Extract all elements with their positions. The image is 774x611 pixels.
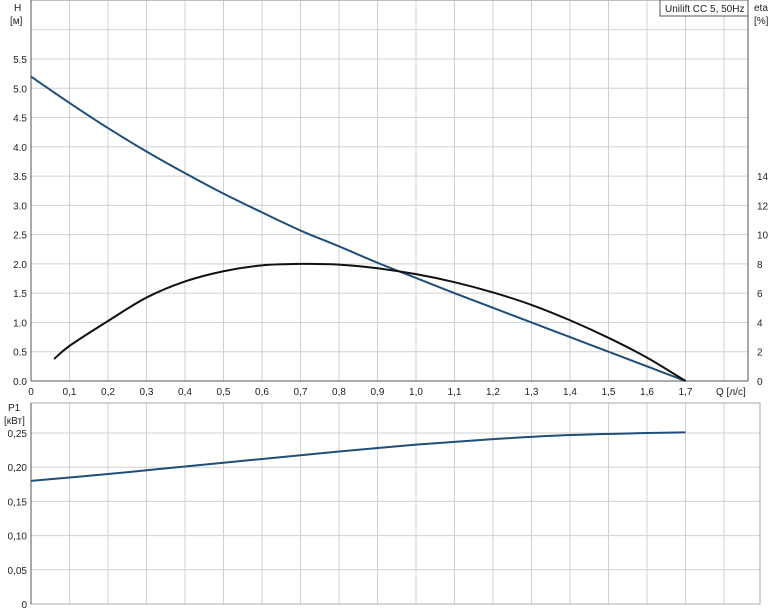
h-tick-label: 4.5 xyxy=(13,114,27,125)
h-tick-label: 4.0 xyxy=(13,143,27,154)
p1-power-curve xyxy=(30,431,686,482)
h-tick-label: 2.0 xyxy=(13,260,27,271)
x-tick-label: 0,1 xyxy=(63,387,77,398)
x-tick-label: 1,7 xyxy=(679,387,693,398)
x-tick-label: 1,5 xyxy=(602,387,616,398)
h-tick-label: 5.5 xyxy=(13,55,27,66)
x-tick-label: 1,3 xyxy=(525,387,539,398)
head-curve xyxy=(30,75,686,382)
x-tick-label: 0,5 xyxy=(217,387,231,398)
p1-axis-label: P1 xyxy=(8,403,21,414)
p1-tick-label: 0 xyxy=(21,600,27,611)
x-tick-label: 1,6 xyxy=(640,387,654,398)
x-tick-label: 0,6 xyxy=(255,387,269,398)
eta-tick-label: 8 xyxy=(757,260,763,271)
eta-tick-label: 4 xyxy=(757,318,763,329)
title-box xyxy=(659,0,749,17)
x-tick-label: 0,9 xyxy=(371,387,385,398)
eta-tick-label: 14 xyxy=(757,172,769,183)
eta-tick-label: 6 xyxy=(757,289,763,300)
upper-plot-frame xyxy=(30,0,749,382)
eta-tick-label: 10 xyxy=(757,231,769,242)
h-axis-unit: [м] xyxy=(10,16,23,27)
h-tick-label: 0.0 xyxy=(13,377,27,388)
x-tick-label: 0,2 xyxy=(101,387,115,398)
eta-tick-label: 2 xyxy=(757,348,763,359)
p1-axis-unit: [кВт] xyxy=(4,416,25,427)
p1-tick-label: 0,15 xyxy=(8,497,28,508)
x-tick-label: 1,2 xyxy=(486,387,500,398)
tick-labels: 0 0,1 0,2 0,3 0,4 0,5 0,6 0,7 0,8 0,9 1,0 1,1 1,2 1,3… xyxy=(8,55,769,611)
h-tick-label: 0.5 xyxy=(13,348,27,359)
h-tick-label: 2.5 xyxy=(13,231,27,242)
p1-tick-label: 0,20 xyxy=(8,463,28,474)
x-tick-label: 0,8 xyxy=(332,387,346,398)
h-tick-label: 3.0 xyxy=(13,201,27,212)
curves xyxy=(30,75,687,482)
eta-axis-unit: [%] xyxy=(754,16,769,27)
upper-grid xyxy=(30,0,749,382)
x-tick-label: 0,7 xyxy=(294,387,308,398)
h-tick-label: 1.5 xyxy=(13,289,27,300)
p1-tick-label: 0,25 xyxy=(8,429,28,440)
eta-tick-label: 12 xyxy=(757,201,769,212)
lower-grid xyxy=(30,402,761,605)
p1-tick-label: 0,05 xyxy=(8,566,28,577)
h-axis-label: H xyxy=(14,3,21,14)
x-tick-label: 1,1 xyxy=(448,387,462,398)
eta-axis-label: eta xyxy=(754,3,768,14)
chart-title: Unilift CC 5, 50Hz xyxy=(665,4,744,15)
p1-tick-label: 0,10 xyxy=(8,532,28,543)
q-axis-label: Q [л/с] xyxy=(716,387,746,398)
x-tick-label: 0,4 xyxy=(178,387,192,398)
x-tick-label: 0,3 xyxy=(140,387,154,398)
h-tick-label: 5.0 xyxy=(13,84,27,95)
h-tick-label: 3.5 xyxy=(13,172,27,183)
eta-curve xyxy=(53,262,687,382)
h-tick-label: 1.0 xyxy=(13,318,27,329)
x-tick-label: 0 xyxy=(28,387,34,398)
x-tick-label: 1,0 xyxy=(409,387,423,398)
eta-tick-label: 0 xyxy=(757,377,763,388)
x-tick-label: 1,4 xyxy=(563,387,577,398)
